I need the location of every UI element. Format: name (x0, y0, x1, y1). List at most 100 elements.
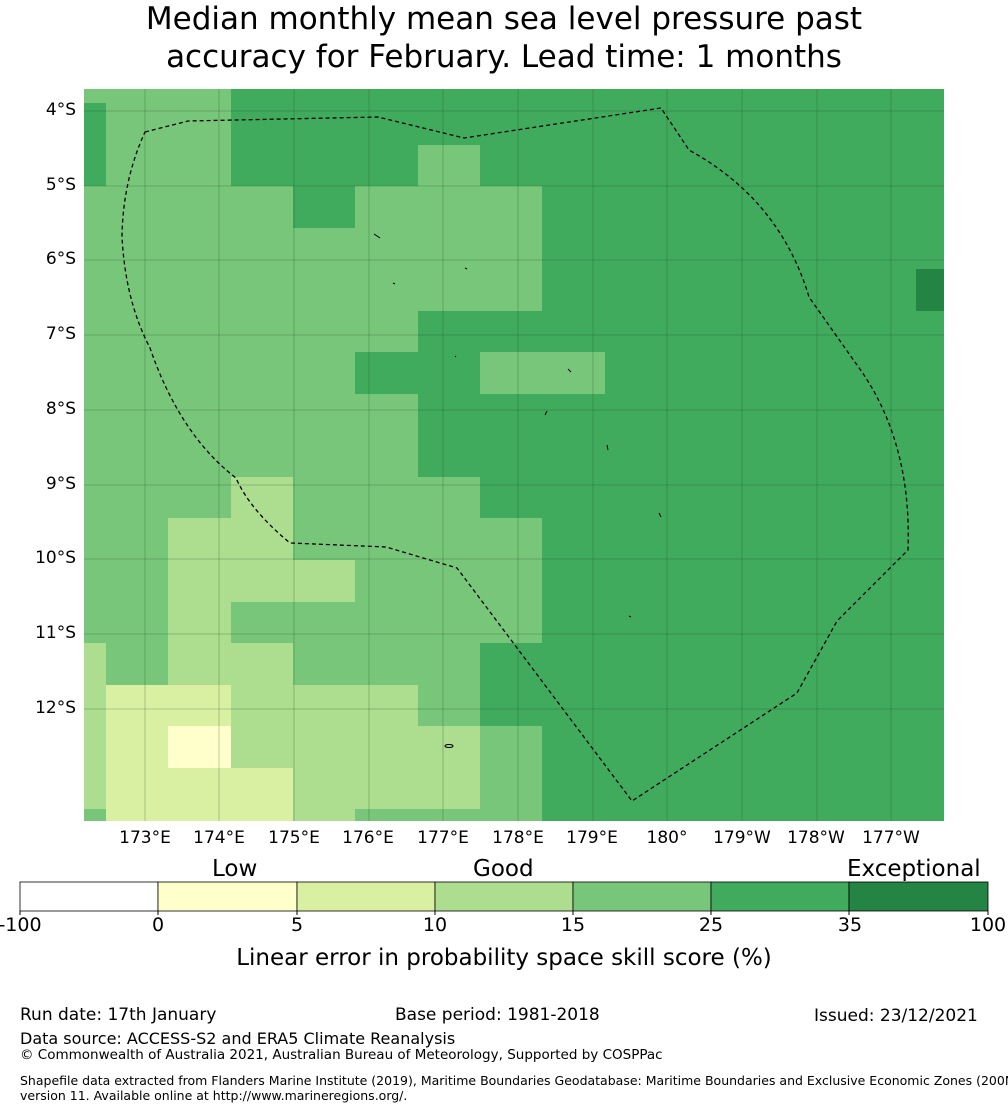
grid-cell (418, 186, 480, 228)
grid-cell (667, 768, 729, 809)
grid-cell (355, 394, 418, 435)
grid-cell (231, 145, 293, 186)
colorbar-tick-label: -100 (0, 914, 42, 936)
grid-cell (418, 89, 480, 103)
grid-cell (791, 809, 853, 821)
colorbar-segment (296, 881, 436, 912)
grid-cell (853, 726, 916, 768)
grid-cell (542, 394, 605, 435)
grid-cell (542, 809, 605, 821)
grid-cell (791, 103, 853, 145)
grid-cell (168, 560, 231, 602)
grid-cell (293, 89, 355, 103)
grid-cell (106, 560, 168, 602)
lon-label: 179°E (566, 828, 618, 848)
grid-cell (791, 518, 853, 560)
lon-label: 180° (646, 828, 688, 848)
grid-cell (729, 89, 791, 103)
grid-cell (84, 809, 106, 821)
colorbar-segment (434, 881, 574, 912)
grid-cell (916, 186, 944, 228)
lat-label: 8°S (45, 399, 76, 419)
grid-cell (853, 809, 916, 821)
grid-cell (480, 726, 542, 768)
grid-cell (480, 560, 542, 602)
grid-cell (231, 228, 293, 269)
title-line-2: accuracy for February. Lead time: 1 mont… (166, 39, 842, 75)
grid-cell (106, 435, 168, 477)
grid-cell (729, 643, 791, 685)
grid-cell (106, 352, 168, 394)
grid-cell (853, 560, 916, 602)
lon-label: 177°W (862, 828, 920, 848)
grid-cell (916, 435, 944, 477)
grid-cell (480, 311, 542, 352)
grid-cell (667, 103, 729, 145)
grid-cell (916, 269, 944, 311)
grid-cell (916, 311, 944, 352)
grid-cell (106, 103, 168, 145)
grid-cell (480, 809, 542, 821)
legend-category-low: Low (212, 856, 258, 882)
grid-cell (791, 145, 853, 186)
grid-cell (667, 685, 729, 726)
grid-cell (355, 685, 418, 726)
grid-cell (667, 518, 729, 560)
grid-cell (84, 394, 106, 435)
grid-cell (791, 394, 853, 435)
grid-cell (791, 228, 853, 269)
grid-cell (916, 477, 944, 518)
grid-cell (84, 477, 106, 518)
grid-cell (605, 602, 667, 643)
grid-cell (729, 518, 791, 560)
grid-cell (605, 435, 667, 477)
grid-cell (84, 518, 106, 560)
grid-cell (916, 726, 944, 768)
grid-cell (418, 269, 480, 311)
grid-cell (84, 726, 106, 768)
lon-label: 176°E (342, 828, 394, 848)
lat-label: 9°S (45, 474, 76, 494)
grid-cell (667, 269, 729, 311)
grid-cell (729, 228, 791, 269)
grid-cell (84, 269, 106, 311)
grid-cell (791, 602, 853, 643)
grid-cell (729, 435, 791, 477)
grid-cell (480, 145, 542, 186)
grid-cell (667, 726, 729, 768)
grid-cell (605, 685, 667, 726)
grid-cell (168, 186, 231, 228)
grid-cell (355, 768, 418, 809)
grid-cell (355, 643, 418, 685)
grid-cell (853, 394, 916, 435)
grid-cell (667, 352, 729, 394)
lon-label: 175°E (268, 828, 320, 848)
grid-cell (729, 269, 791, 311)
grid-cell (542, 685, 605, 726)
grid-cell (791, 643, 853, 685)
grid-cell (480, 518, 542, 560)
grid-cell (418, 394, 480, 435)
legend-category-good: Good (473, 856, 534, 882)
grid-cell (293, 768, 355, 809)
grid-cell (168, 477, 231, 518)
grid-cell (293, 560, 355, 602)
grid-cell (355, 186, 418, 228)
island-shape (454, 355, 457, 358)
map-title: Median monthly mean sea level pressure p… (0, 0, 1008, 76)
grid-cell (542, 186, 605, 228)
grid-cell (542, 352, 605, 394)
grid-cell (916, 685, 944, 726)
colorbar-segment (848, 881, 989, 912)
colorbar-tick-label: 0 (151, 914, 165, 936)
colorbar-tick-label: 10 (422, 914, 448, 936)
grid-cell (106, 186, 168, 228)
grid-cell (542, 89, 605, 103)
grid-cell (480, 394, 542, 435)
grid-cell (853, 89, 916, 103)
grid-cell (418, 768, 480, 809)
grid-cell (542, 145, 605, 186)
grid-cell (605, 352, 667, 394)
colorbar-tick-label: 5 (290, 914, 304, 936)
grid-cell (106, 89, 168, 103)
